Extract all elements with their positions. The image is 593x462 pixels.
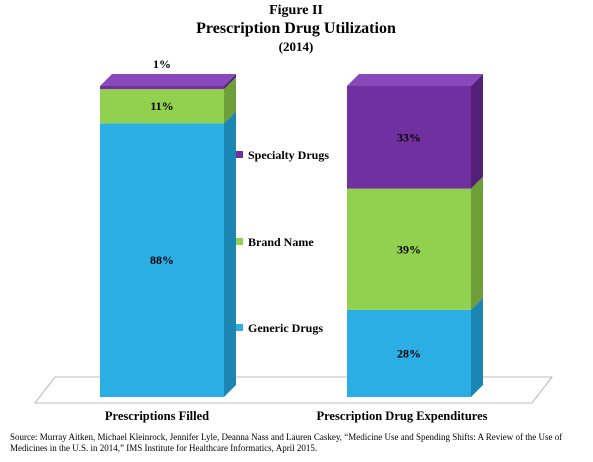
prescription-drug-expenditures-specialty-drugs-bar	[347, 86, 471, 189]
prescription-drug-expenditures-brand-name-bar	[347, 188, 471, 310]
prescriptions-filled-specialty-drugs-bar-top	[100, 74, 236, 86]
prescription-drug-expenditures-generic-drugs-bar-side	[471, 297, 483, 397]
figure-label: Figure II	[269, 3, 323, 18]
legend-label-generic-drugs: Generic Drugs	[248, 321, 323, 335]
prescription-drug-expenditures-generic-drugs-bar	[347, 309, 471, 397]
prescription-drug-expenditures-brand-name-data-label: 39%	[397, 242, 421, 256]
legend-label-brand-name: Brand Name	[248, 235, 314, 249]
prescriptions-filled-generic-drugs-bar-side	[224, 111, 236, 397]
prescriptions-filled-generic-drugs-data-label: 88%	[150, 253, 174, 267]
prescriptions-filled-specialty-drugs-bar	[100, 86, 224, 90]
legend: Generic Drugs Brand Name Specialty Drugs	[236, 148, 329, 335]
category-label-prescription-drug-expenditures: Prescription Drug Expenditures	[316, 409, 487, 423]
category-label-prescriptions-filled: Prescriptions Filled	[105, 409, 209, 423]
chart-title: Prescription Drug Utilization	[196, 20, 396, 37]
prescriptions-filled-generic-drugs-bar	[100, 123, 224, 397]
source-note: Source: Murray Aitken, Michael Kleinrock…	[10, 432, 563, 453]
legend-swatch-brand-name	[236, 238, 243, 245]
legend-label-specialty-drugs: Specialty Drugs	[248, 148, 329, 162]
prescription-drug-expenditures-specialty-drugs-bar-top	[347, 74, 483, 86]
legend-swatch-generic-drugs	[236, 324, 243, 331]
legend-swatch-specialty-drugs	[236, 151, 243, 158]
prescriptions-filled-brand-name-data-label: 11%	[150, 99, 173, 113]
prescription-drug-expenditures-specialty-drugs-data-label: 33%	[397, 130, 421, 144]
prescriptions-filled-brand-name-bar-side	[224, 77, 236, 124]
chart-subtitle: (2014)	[279, 39, 314, 54]
prescription-drug-expenditures-generic-drugs-data-label: 28%	[397, 346, 421, 360]
prescription-drug-expenditures-brand-name-bar-side	[471, 176, 483, 310]
prescriptions-filled-specialty-drugs-bar-side	[224, 74, 236, 90]
prescription-drug-expenditures-specialty-drugs-bar-side	[471, 74, 483, 189]
prescriptions-filled-specialty-drugs-data-label: 1%	[153, 57, 171, 71]
bars-group: 88% 11% 1% 28% 39% 33%	[100, 57, 483, 397]
prescriptions-filled-brand-name-bar	[100, 89, 224, 124]
